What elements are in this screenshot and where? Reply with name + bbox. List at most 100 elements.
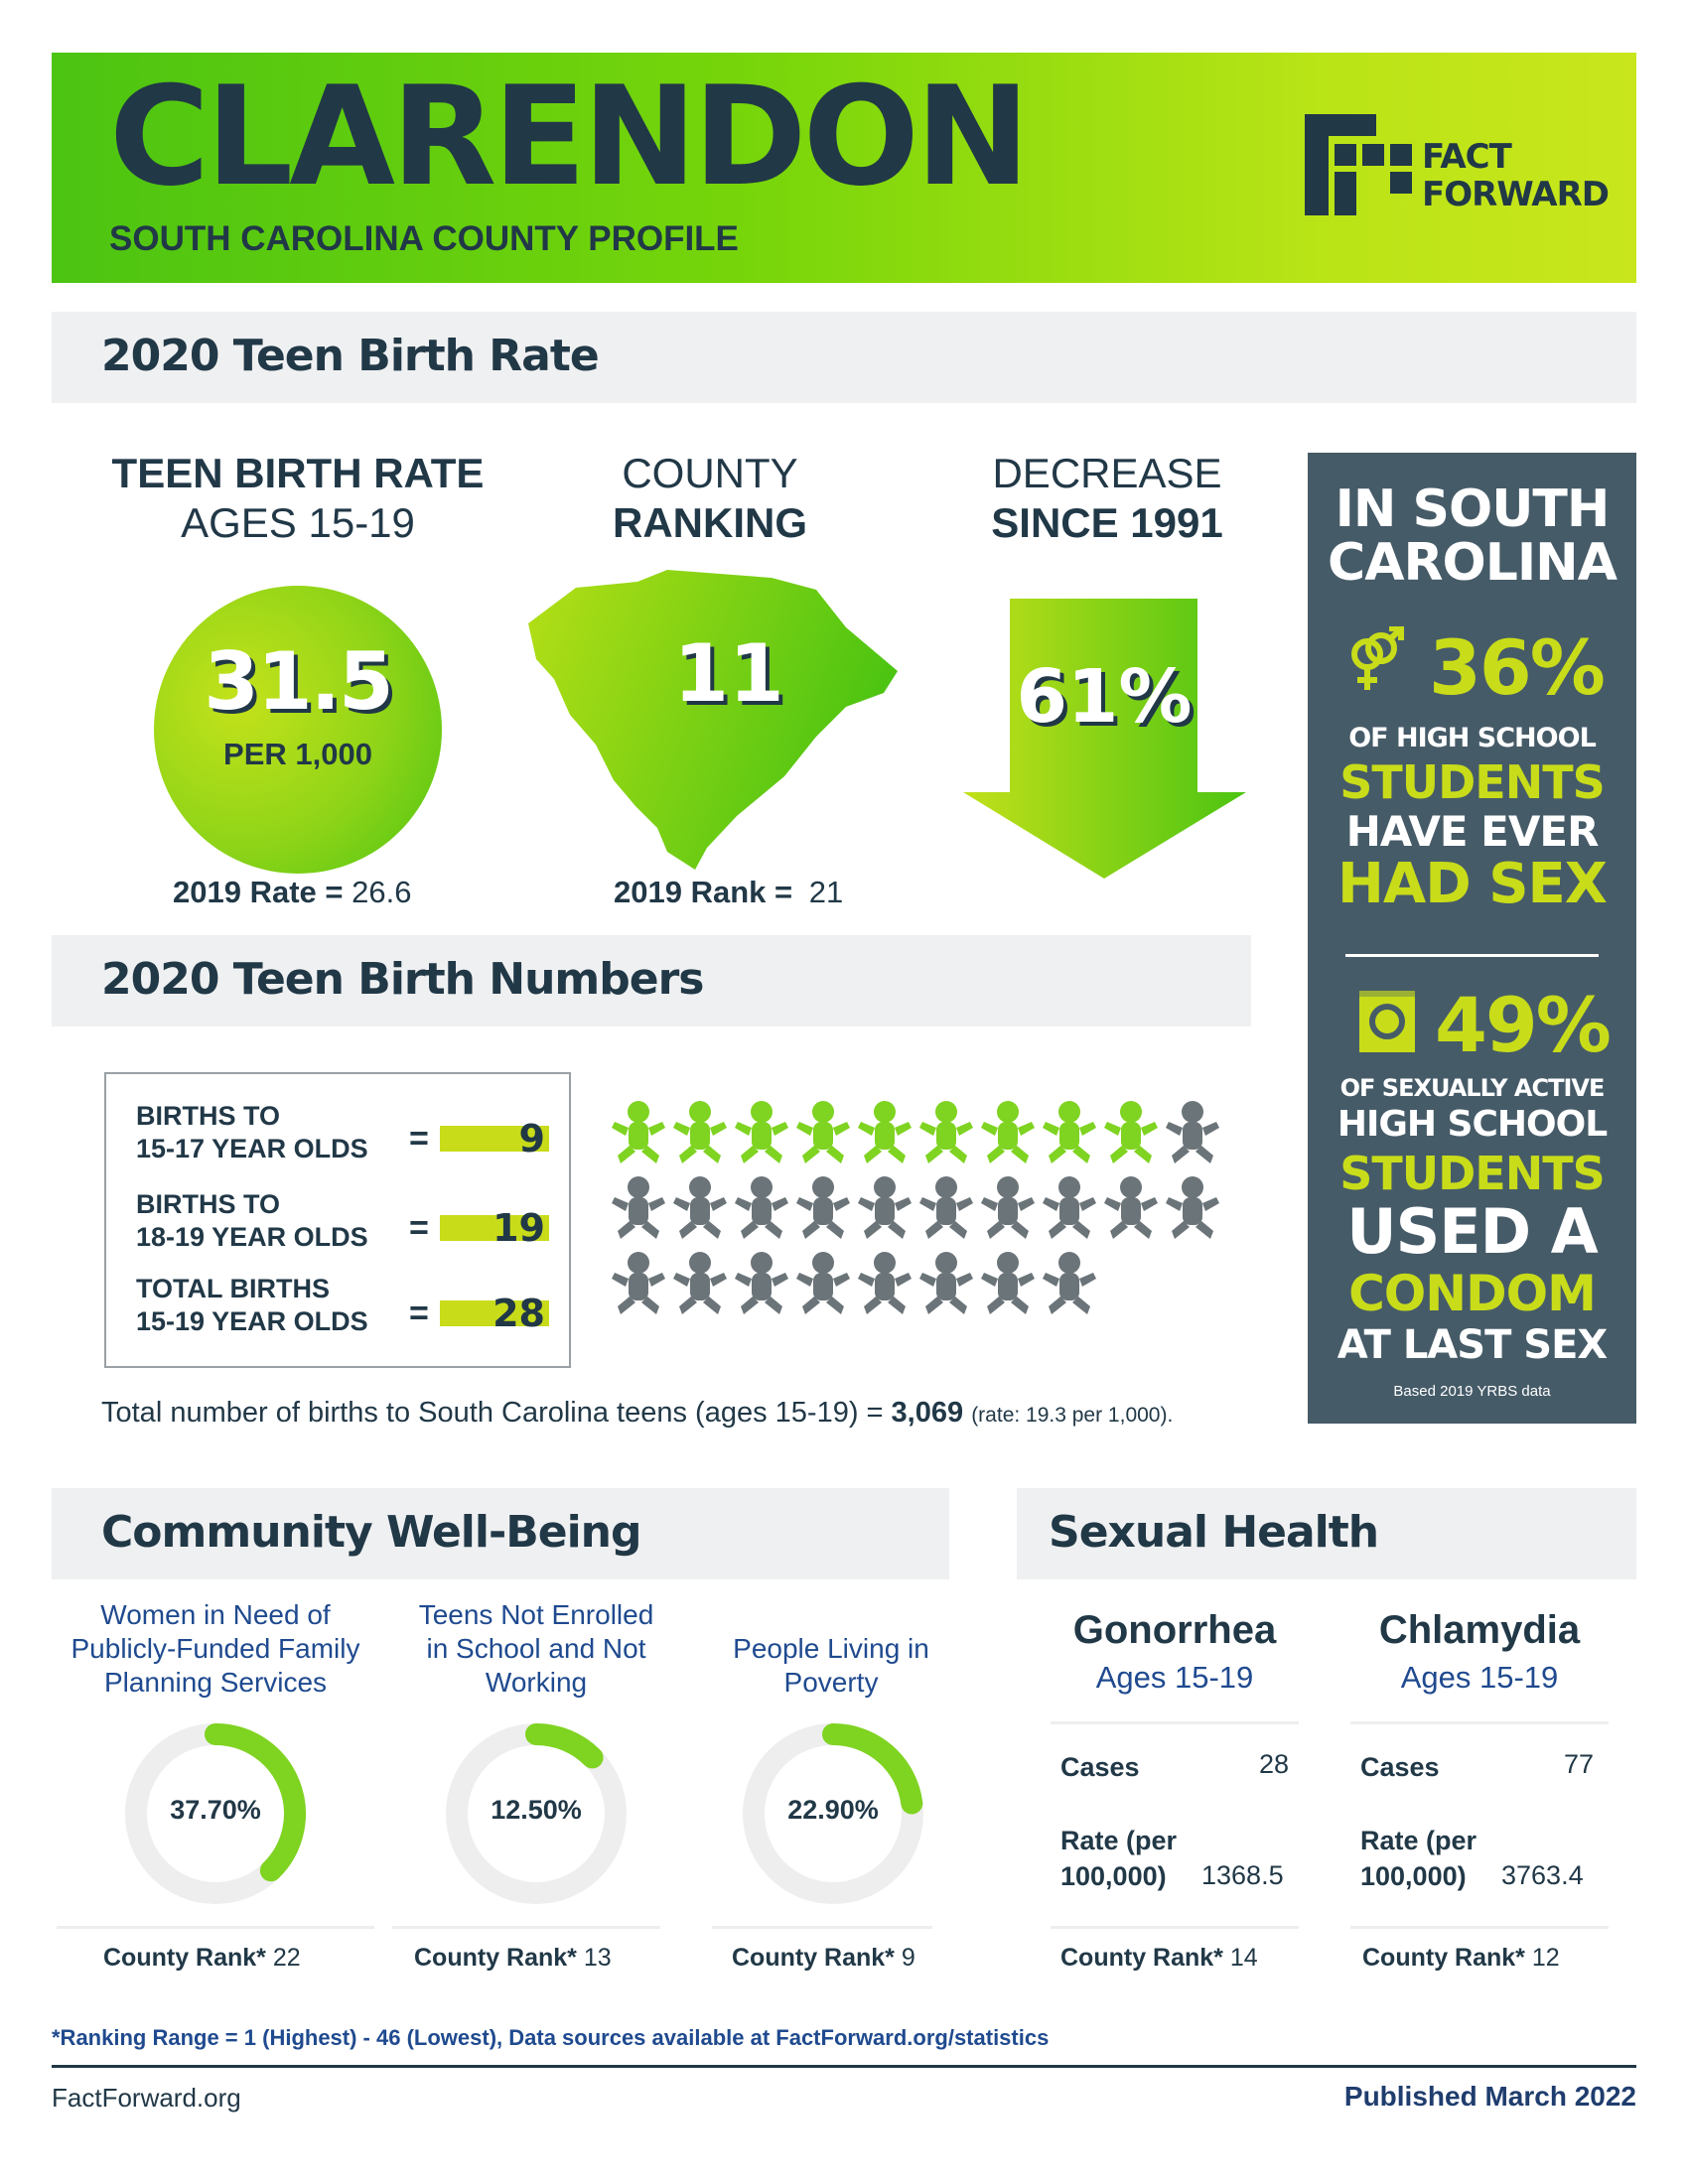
percent-donut xyxy=(125,1723,306,1904)
footer-site-link[interactable]: FactForward.org xyxy=(52,2083,241,2113)
baby-icon xyxy=(796,1252,850,1314)
baby-pictogram xyxy=(612,1101,1219,1314)
sh-cases-value: 28 xyxy=(1258,1749,1289,1779)
section-bar-community: Community Well-Being xyxy=(52,1488,949,1579)
section-bar-birth-rate: 2020 Teen Birth Rate xyxy=(52,312,1636,403)
births-row-value: 28 xyxy=(440,1295,549,1332)
divider xyxy=(1350,1721,1609,1724)
community-item-label-line2: Poverty xyxy=(783,1667,879,1698)
community-item: Women in Need of Publicly-Funded Family … xyxy=(52,1598,379,1995)
stat2-line5: CONDOM xyxy=(1348,1265,1597,1322)
stat1-value: 36% xyxy=(1429,623,1606,712)
births-row-label-line1: BIRTHS TO xyxy=(136,1189,281,1219)
rate-heading: TEEN BIRTH RATE AGES 15-19 xyxy=(89,449,506,548)
stat1-line2: STUDENTS xyxy=(1339,755,1605,809)
prev-rate-label: 2019 Rate = xyxy=(173,875,344,909)
community-item-label-line1: Teens Not Enrolled xyxy=(418,1599,654,1630)
stat2-value: 49% xyxy=(1435,981,1612,1069)
sh-cases-label: Cases xyxy=(1360,1752,1440,1782)
section-title: 2020 Teen Birth Rate xyxy=(101,331,600,381)
fact-forward-logo xyxy=(1305,114,1412,215)
panel-divider xyxy=(1345,954,1599,957)
divider xyxy=(1051,1721,1299,1724)
rank-label: County Rank* xyxy=(103,1944,266,1972)
decrease-value: 61% xyxy=(1016,654,1192,740)
rate-unit: PER 1,000 xyxy=(223,737,372,771)
south-carolina-map-icon: 11 xyxy=(528,570,898,870)
section-title: 2020 Teen Birth Numbers xyxy=(101,954,704,1005)
community-item-percent: 12.50% xyxy=(491,1795,582,1825)
stat2-line6: AT LAST SEX xyxy=(1336,1322,1609,1368)
sh-rank: County Rank* 14 xyxy=(1060,1944,1258,1973)
baby-icon xyxy=(1104,1101,1158,1163)
births-row-label: TOTAL BIRTHS 15-19 YEAR OLDS xyxy=(136,1273,368,1338)
births-row-value: 9 xyxy=(440,1120,549,1158)
baby-icon xyxy=(1104,1176,1158,1239)
community-item-label-line2: in School and Not xyxy=(426,1633,646,1664)
state-total: Total number of births to South Carolina… xyxy=(101,1397,1173,1430)
sh-rate-label: Rate (per 100,000) xyxy=(1360,1823,1477,1894)
equals-sign: = xyxy=(409,1120,429,1158)
rank-label: County Rank* xyxy=(414,1944,577,1972)
logo-wordmark: FACT FORWARD xyxy=(1422,137,1610,213)
baby-icon xyxy=(673,1101,727,1163)
logo-word-fact: FACT xyxy=(1422,137,1512,177)
baby-icon xyxy=(919,1101,973,1163)
births-row-label: BIRTHS TO 18-19 YEAR OLDS xyxy=(136,1188,368,1254)
community-item-label: Women in Need of Publicly-Funded Family … xyxy=(52,1598,379,1700)
baby-icon xyxy=(673,1176,727,1239)
stat1-line3: HAVE EVER xyxy=(1345,807,1600,856)
rank-value: 9 xyxy=(901,1944,915,1972)
south-carolina-panel: IN SOUTH CAROLINA 36% OF HIGH SCHOOL STU… xyxy=(1308,453,1636,1424)
sh-rate-label-line2: 100,000) xyxy=(1060,1861,1167,1891)
rank-label: County Rank* xyxy=(732,1944,895,1972)
divider xyxy=(1350,1926,1609,1929)
births-row-label-line2: 15-17 YEAR OLDS xyxy=(136,1134,368,1163)
section-bar-birth-numbers: 2020 Teen Birth Numbers xyxy=(52,935,1251,1026)
donut-value-arc xyxy=(822,1723,923,1815)
ranking-heading-line1: COUNTY xyxy=(622,450,798,496)
sh-rate-label-line1: Rate (per xyxy=(1360,1826,1477,1855)
condom-icon xyxy=(1357,989,1417,1054)
births-row-label-line2: 18-19 YEAR OLDS xyxy=(136,1222,368,1252)
panel-title-line2: CAROLINA xyxy=(1328,533,1618,593)
ranking-value: 11 xyxy=(673,627,783,720)
panel-source: Based 2019 YRBS data xyxy=(1393,1383,1551,1400)
state-total-value: 3,069 xyxy=(891,1397,964,1429)
baby-icon xyxy=(919,1176,973,1239)
equals-sign: = xyxy=(409,1209,429,1247)
community-item-label-line3: Working xyxy=(485,1667,588,1698)
state-total-text: Total number of births to South Carolina… xyxy=(101,1397,892,1429)
baby-icon xyxy=(919,1252,973,1314)
baby-icon xyxy=(858,1176,912,1239)
section-title: Community Well-Being xyxy=(101,1507,641,1558)
births-row-label-line2: 15-19 YEAR OLDS xyxy=(136,1306,368,1336)
community-items: Women in Need of Publicly-Funded Family … xyxy=(52,1598,949,1995)
births-row-value: 19 xyxy=(440,1209,549,1247)
sh-rank: County Rank* 12 xyxy=(1362,1944,1560,1973)
stat2-line1: OF SEXUALLY ACTIVE xyxy=(1339,1074,1606,1102)
footer-divider xyxy=(52,2065,1636,2068)
baby-icon xyxy=(981,1176,1035,1239)
community-item-label: People Living in Poverty xyxy=(712,1632,950,1700)
ranking-note: *Ranking Range = 1 (Highest) - 46 (Lowes… xyxy=(52,2025,1050,2050)
baby-icon xyxy=(735,1252,788,1314)
community-item-label-line1: Women in Need of xyxy=(100,1599,331,1630)
baby-icon xyxy=(796,1101,850,1163)
rank-label: County Rank* xyxy=(1362,1944,1525,1972)
baby-icon xyxy=(612,1101,665,1163)
community-item-rank: County Rank* 22 xyxy=(103,1944,301,1973)
baby-icon xyxy=(858,1252,912,1314)
percent-donut xyxy=(743,1723,923,1904)
prev-rate-value: 26.6 xyxy=(352,875,412,909)
rank-value: 12 xyxy=(1531,1944,1560,1972)
rank-value: 22 xyxy=(272,1944,301,1972)
baby-icon xyxy=(735,1176,788,1239)
rate-heading-line1: TEEN BIRTH RATE xyxy=(111,450,485,496)
stat2-line4: USED A xyxy=(1346,1195,1598,1268)
births-row-label-line1: TOTAL BIRTHS xyxy=(136,1274,330,1303)
rate-heading-line2: AGES 15-19 xyxy=(181,499,415,546)
stat1-line1: OF HIGH SCHOOL xyxy=(1348,723,1597,753)
decrease-heading-line1: DECREASE xyxy=(992,450,1222,496)
baby-icon xyxy=(1166,1176,1219,1239)
